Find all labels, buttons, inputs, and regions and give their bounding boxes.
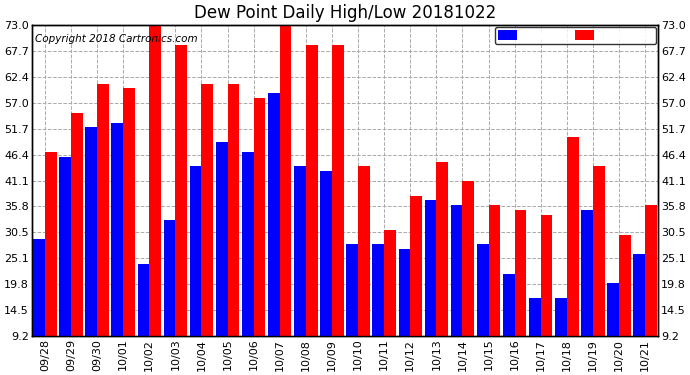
- Bar: [411, 196, 422, 336]
- Bar: [607, 284, 619, 336]
- Title: Dew Point Daily High/Low 20181022: Dew Point Daily High/Low 20181022: [194, 4, 496, 22]
- Bar: [123, 88, 135, 336]
- Bar: [137, 264, 149, 336]
- Bar: [581, 210, 593, 336]
- Bar: [254, 98, 266, 336]
- Bar: [633, 254, 645, 336]
- Legend: Low  (°F), High  (°F): Low (°F), High (°F): [495, 27, 656, 44]
- Bar: [242, 152, 254, 336]
- Bar: [97, 84, 109, 336]
- Bar: [59, 157, 71, 336]
- Bar: [424, 201, 436, 336]
- Bar: [645, 206, 657, 336]
- Bar: [45, 152, 57, 336]
- Bar: [567, 137, 579, 336]
- Bar: [619, 235, 631, 336]
- Bar: [86, 128, 97, 336]
- Bar: [279, 20, 291, 336]
- Bar: [201, 84, 213, 336]
- Bar: [489, 206, 500, 336]
- Text: Copyright 2018 Cartronics.com: Copyright 2018 Cartronics.com: [35, 34, 197, 44]
- Bar: [294, 166, 306, 336]
- Bar: [358, 166, 370, 336]
- Bar: [436, 162, 448, 336]
- Bar: [332, 45, 344, 336]
- Bar: [462, 181, 474, 336]
- Bar: [451, 206, 462, 336]
- Bar: [515, 210, 526, 336]
- Bar: [384, 230, 396, 336]
- Bar: [164, 220, 175, 336]
- Bar: [216, 142, 228, 336]
- Bar: [268, 93, 279, 336]
- Bar: [529, 298, 541, 336]
- Bar: [320, 171, 332, 336]
- Bar: [228, 84, 239, 336]
- Bar: [33, 240, 45, 336]
- Bar: [541, 215, 553, 336]
- Bar: [593, 166, 604, 336]
- Bar: [399, 249, 411, 336]
- Bar: [477, 244, 489, 336]
- Bar: [346, 244, 358, 336]
- Bar: [71, 113, 83, 336]
- Bar: [190, 166, 201, 336]
- Bar: [503, 274, 515, 336]
- Bar: [149, 25, 161, 336]
- Bar: [373, 244, 384, 336]
- Bar: [175, 45, 187, 336]
- Bar: [306, 45, 317, 336]
- Bar: [555, 298, 567, 336]
- Bar: [111, 123, 123, 336]
